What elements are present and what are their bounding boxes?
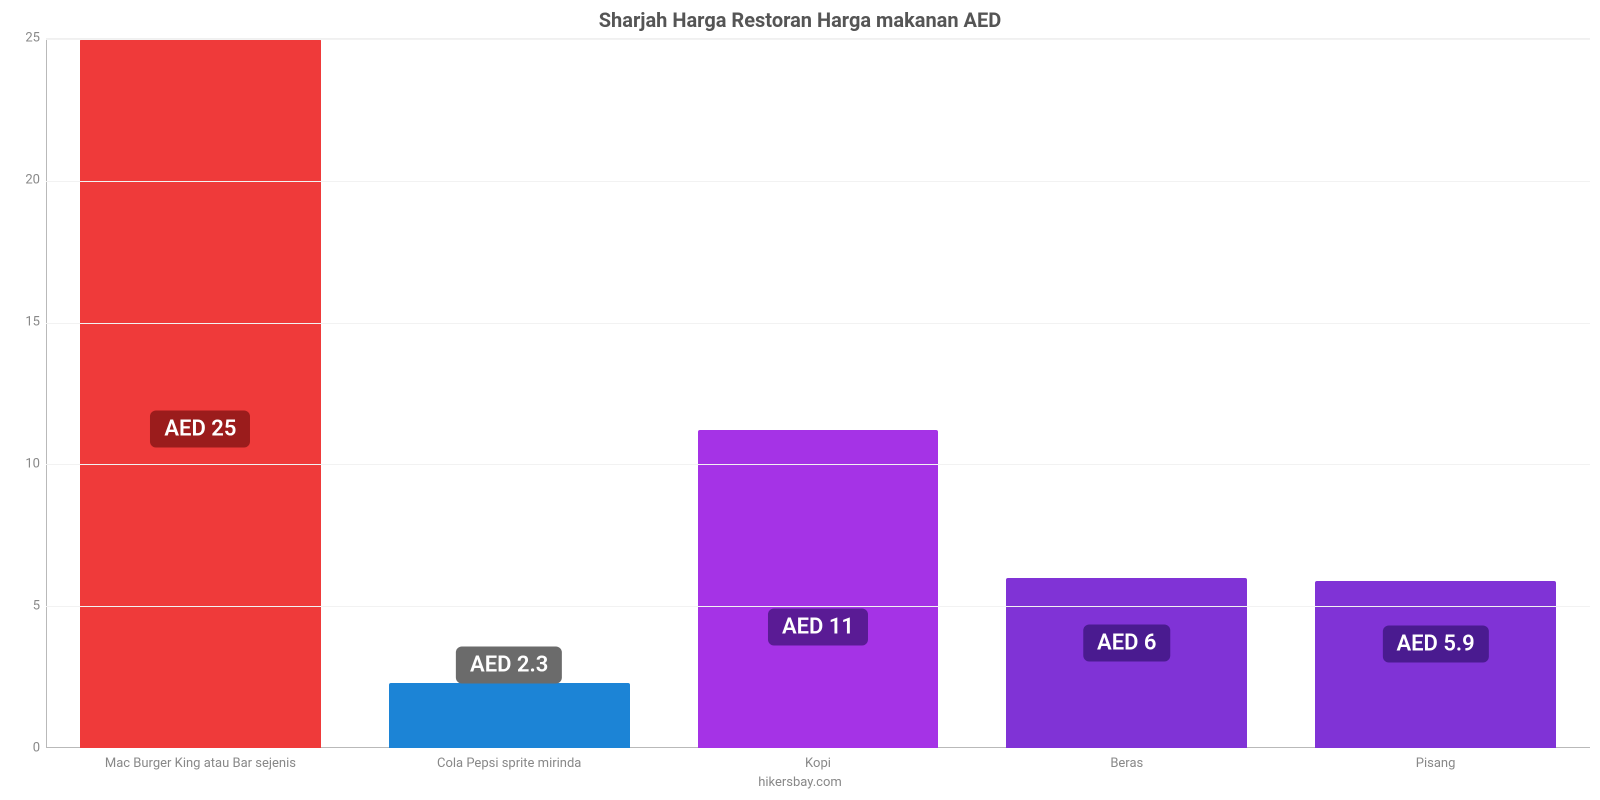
bar-slot: AED 5.9: [1281, 39, 1590, 748]
bars-container: AED 25 AED 2.3 AED 11 AED 6 AED 5.9: [46, 39, 1590, 748]
bar: AED 25: [80, 39, 321, 748]
y-tick-label: 0: [33, 741, 40, 756]
bar-slot: AED 11: [664, 39, 973, 748]
x-tick-label: Mac Burger King atau Bar sejenis: [46, 756, 355, 771]
bar: AED 6: [1006, 578, 1247, 748]
value-badge: AED 11: [768, 609, 868, 646]
y-tick-label: 25: [25, 31, 40, 46]
gridline: [46, 39, 1590, 40]
gridline: [46, 323, 1590, 324]
y-tick-label: 20: [25, 173, 40, 188]
value-badge: AED 25: [150, 410, 250, 447]
y-axis: 0510152025: [10, 38, 46, 748]
bar-slot: AED 2.3: [355, 39, 664, 748]
y-tick-label: 15: [25, 315, 40, 330]
value-badge: AED 2.3: [456, 646, 562, 683]
value-badge: AED 6: [1083, 624, 1170, 661]
x-tick-label: Cola Pepsi sprite mirinda: [355, 756, 664, 771]
bar: AED 11: [698, 430, 939, 748]
x-tick-label: Kopi: [664, 756, 973, 771]
gridline: [46, 606, 1590, 607]
chart-area: 0510152025 AED 25AED 2.3AED 11AED 6AED 5…: [0, 38, 1600, 748]
plot-area: AED 25 AED 2.3 AED 11 AED 6 AED 5.9: [46, 38, 1590, 748]
y-tick-label: 5: [33, 599, 40, 614]
x-tick-label: Pisang: [1281, 756, 1590, 771]
x-tick-label: Beras: [972, 756, 1281, 771]
y-tick-label: 10: [25, 457, 40, 472]
gridline: [46, 181, 1590, 182]
attribution: hikersbay.com: [0, 775, 1600, 800]
value-badge: AED 5.9: [1382, 626, 1488, 663]
chart-title: Sharjah Harga Restoran Harga makanan AED: [0, 0, 1600, 38]
bar: AED 2.3: [389, 683, 630, 748]
gridline: [46, 464, 1590, 465]
bar-slot: AED 6: [972, 39, 1281, 748]
x-axis-labels: Mac Burger King atau Bar sejenisCola Pep…: [0, 748, 1600, 775]
bar-slot: AED 25: [46, 39, 355, 748]
